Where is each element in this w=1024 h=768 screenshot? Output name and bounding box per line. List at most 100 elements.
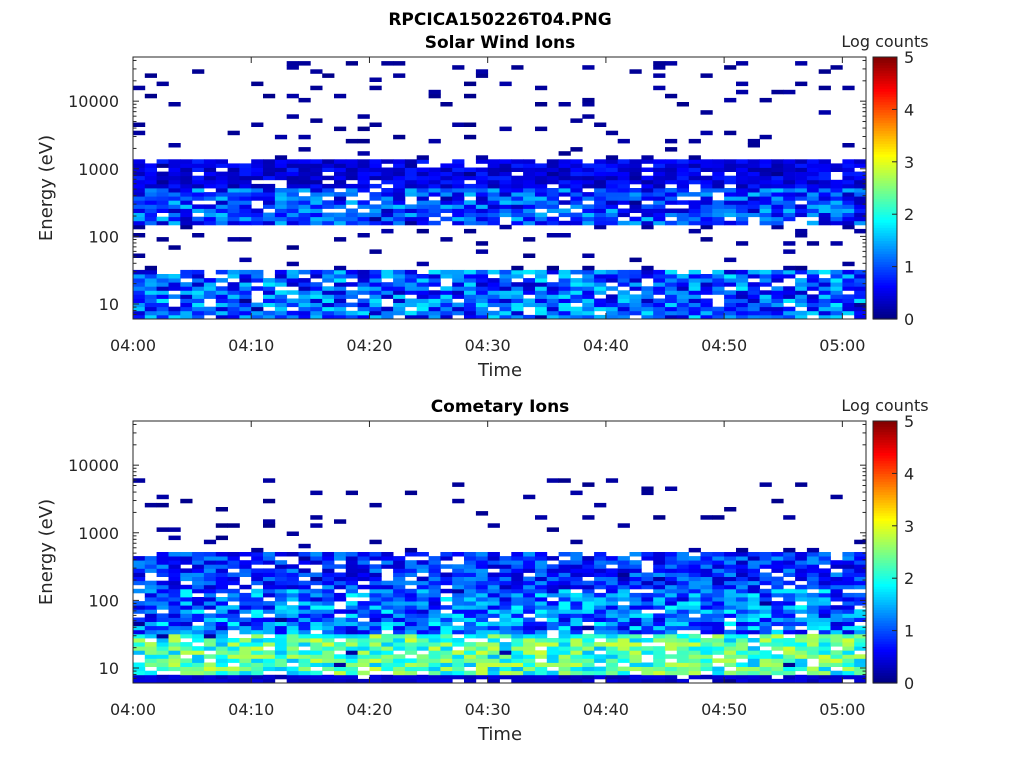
spectrogram-cell [511,576,524,582]
spectrogram-cell [381,552,394,557]
spectrogram-cell [274,290,288,295]
spectrogram-cell [369,621,382,627]
spectrogram-cell [582,212,595,218]
spectrogram-cell [653,159,666,164]
spectrogram-cell [558,179,571,185]
spectrogram-cell [783,241,796,246]
spectrogram-cell [511,282,524,287]
spectrogram-cell [617,617,630,622]
spectrogram-cell [274,204,288,209]
spectrogram-cell [487,302,500,308]
spectrogram-cell [133,167,146,172]
spectrogram-cell [404,609,418,614]
spectrogram-cell [227,658,240,663]
spectrogram-cell [475,552,489,557]
spectrogram-cell [535,621,548,627]
spectrogram-cell [156,617,169,622]
spectrogram-cell [251,576,264,582]
colorbar-segment [873,502,897,506]
spectrogram-cell [310,670,323,676]
spectrogram-cell [535,588,548,594]
spectrogram-cell [676,163,689,168]
spectrogram-cell [357,678,370,684]
spectrogram-cell [156,592,169,598]
spectrogram-cell [345,163,358,168]
colorbar-segment [873,77,897,82]
spectrogram-cell [605,314,619,320]
spectrogram-cell [759,163,772,168]
spectrogram-cell [570,294,583,299]
spectrogram-cell [747,580,760,586]
spectrogram-cell [570,167,583,172]
spectrogram-cell [818,212,831,218]
spectrogram-cell [416,228,429,234]
spectrogram-cell [535,171,548,177]
spectrogram-cell [771,306,784,312]
spectrogram-cell [251,638,264,643]
spectrogram-cell [381,625,394,631]
spectrogram-cell [842,159,855,164]
spectrogram-cell [227,670,240,676]
spectrogram-cell [251,183,264,189]
spectrogram-cell [665,568,678,573]
spectrogram-cell [806,547,820,553]
spectrogram-cell [771,662,784,667]
spectrogram-cell [665,592,678,598]
spectrogram-cell [475,204,489,209]
colorbar-segment [873,305,897,310]
spectrogram-cell [818,605,831,610]
spectrogram-cell [605,130,619,136]
spectrogram-cell [523,282,536,287]
spectrogram-cell [452,584,465,590]
spectrogram-cell [582,617,595,622]
spectrogram-cell [393,204,406,209]
spectrogram-cell [783,617,796,622]
spectrogram-cell [156,314,169,320]
y-tick-label: 10000 [68,92,119,111]
spectrogram-cell [381,196,394,201]
spectrogram-cell [452,278,465,283]
spectrogram-cell [369,674,382,680]
spectrogram-cell [594,625,607,631]
spectrogram-cell [393,200,406,205]
spectrogram-cell [665,314,678,320]
spectrogram-cell [298,167,311,172]
spectrogram-cell [393,638,406,643]
spectrogram-cell [700,130,713,136]
spectrogram-cell [133,274,146,279]
spectrogram-cell [795,175,808,181]
colorbar-segment [873,62,897,66]
spectrogram-cell [286,298,299,303]
spectrogram-cell [830,572,843,577]
spectrogram-cell [144,298,157,303]
spectrogram-cell [665,654,678,659]
spectrogram-cell [653,658,666,663]
spectrogram-cell [641,576,654,582]
spectrogram-cell [795,588,808,594]
spectrogram-cell [381,678,394,684]
colorbar-segment [873,470,897,474]
spectrogram-cell [499,601,512,606]
spectrogram-cell [842,601,855,606]
spectrogram-cell [381,274,394,279]
spectrogram-cell [736,61,749,66]
spectrogram-cell [168,654,181,659]
spectrogram-cell [133,163,146,168]
spectrogram-cell [688,159,701,164]
spectrogram-cell [712,278,725,283]
spectrogram-cell [676,642,689,647]
spectrogram-cell [771,290,784,295]
spectrogram-cell [700,638,713,643]
spectrogram-cell [759,658,772,663]
spectrogram-cell [582,674,595,680]
spectrogram-cell [251,286,264,291]
spectrogram-cell [345,617,358,622]
spectrogram-cell [440,588,453,594]
spectrogram-cell [653,613,666,618]
spectrogram-cell [144,502,157,508]
spectrogram-cell [180,298,193,303]
spectrogram-cell [653,314,666,320]
spectrogram-cell [641,613,654,618]
spectrogram-cell [594,646,607,651]
spectrogram-cell [263,478,276,483]
